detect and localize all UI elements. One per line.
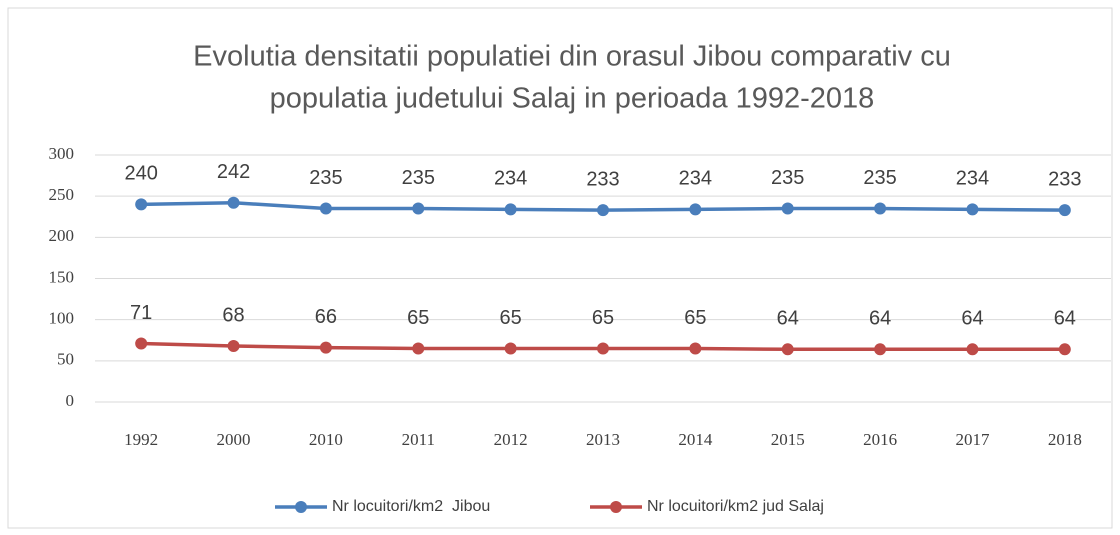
point: [227, 340, 240, 353]
y-tick-label: 50: [57, 350, 74, 369]
x-tick-label: 2016: [863, 430, 897, 449]
x-tick-label: 2000: [217, 430, 251, 449]
y-tick-label: 300: [49, 144, 75, 163]
legend-marker: [295, 501, 307, 513]
data-label: 235: [863, 167, 896, 189]
data-label: 68: [222, 304, 244, 326]
y-tick-label: 250: [49, 185, 75, 204]
legend-marker: [610, 501, 622, 513]
point: [412, 202, 425, 215]
x-tick-label: 2010: [309, 430, 343, 449]
point: [319, 341, 332, 354]
data-label: 233: [1048, 168, 1081, 190]
x-tick-label: 2011: [402, 430, 435, 449]
data-label: 65: [684, 307, 706, 329]
point: [966, 203, 979, 216]
point: [597, 342, 609, 355]
point: [874, 343, 887, 356]
data-label: 64: [1054, 308, 1076, 330]
data-label: 235: [402, 167, 435, 189]
point: [135, 198, 148, 211]
chart-title: populatia judetului Salaj in perioada 19…: [270, 83, 875, 115]
point: [504, 342, 517, 355]
x-tick-label: 1992: [124, 430, 158, 449]
point: [227, 196, 240, 209]
point: [319, 202, 332, 215]
data-label: 234: [494, 168, 527, 190]
x-tick-label: 2013: [586, 430, 620, 449]
legend-label: Nr locuitori/km2 Jibou: [332, 498, 490, 515]
point: [135, 337, 148, 350]
data-label: 235: [771, 167, 804, 189]
point: [966, 343, 979, 356]
point: [689, 203, 702, 216]
data-label: 66: [315, 306, 337, 328]
data-label: 240: [124, 163, 157, 185]
data-label: 242: [217, 161, 250, 183]
point: [504, 203, 517, 216]
x-tick-label: 2014: [678, 430, 713, 449]
data-label: 234: [956, 168, 989, 190]
point: [412, 342, 425, 355]
data-label: 233: [586, 168, 619, 190]
legend-label: Nr locuitori/km2 jud Salaj: [647, 498, 824, 515]
data-label: 65: [500, 307, 522, 329]
data-label: 235: [309, 167, 342, 189]
point: [781, 202, 794, 215]
y-tick-label: 200: [49, 226, 75, 245]
y-tick-label: 150: [49, 267, 75, 286]
point: [874, 202, 887, 215]
data-label: 64: [777, 308, 799, 330]
chart-title: Evolutia densitatii populatiei din orasu…: [193, 41, 951, 73]
point: [689, 342, 702, 355]
data-label: 64: [961, 308, 983, 330]
chart-border: [7, 7, 1113, 529]
data-label: 65: [407, 307, 429, 329]
y-tick-label: 0: [66, 391, 75, 410]
data-label: 64: [869, 308, 891, 330]
point: [597, 204, 609, 217]
point: [1058, 343, 1071, 356]
x-tick-label: 2017: [955, 430, 990, 449]
x-tick-label: 2012: [494, 430, 528, 449]
y-tick-label: 100: [49, 309, 75, 328]
point: [1058, 204, 1071, 217]
data-label: 234: [679, 168, 712, 190]
point: [781, 343, 794, 356]
data-label: 65: [592, 307, 614, 329]
data-label: 71: [130, 302, 152, 324]
x-tick-label: 2015: [771, 430, 805, 449]
x-tick-label: 2018: [1048, 430, 1082, 449]
